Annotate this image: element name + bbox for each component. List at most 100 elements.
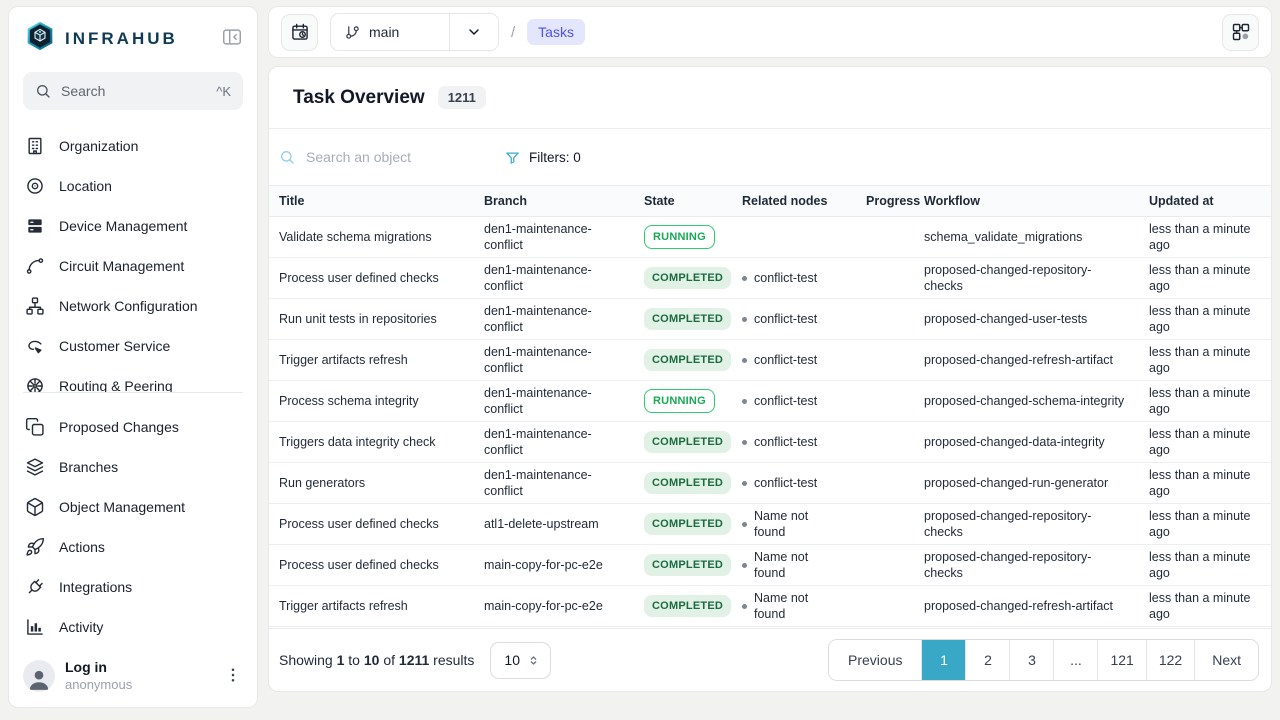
user-menu-button[interactable] — [223, 664, 243, 688]
page-1-button[interactable]: 1 — [922, 640, 967, 680]
login-label: Log in — [65, 659, 107, 676]
avatar — [23, 660, 55, 693]
task-state: RUNNING — [634, 385, 732, 417]
search-shortcut: ^K — [216, 83, 231, 99]
task-related-nodes: Name not found — [732, 586, 856, 626]
table-row[interactable]: Trigger artifacts refresh main-copy-for-… — [269, 586, 1271, 627]
filters-control[interactable]: Filters: 0 — [505, 150, 581, 165]
task-state: RUNNING — [634, 221, 732, 253]
task-title: Run generators — [279, 476, 366, 490]
table-row[interactable]: Process user defined checks atl1-delete-… — [269, 504, 1271, 545]
branch-selector[interactable]: main — [330, 13, 499, 51]
task-workflow: proposed-changed-refresh-artifact — [924, 599, 1113, 613]
workflow-graph-button[interactable] — [1222, 13, 1259, 51]
page-121-button[interactable]: 121 — [1098, 640, 1147, 680]
related-node-dot — [742, 357, 747, 363]
table-row[interactable]: Validate schema migrations den1-maintena… — [269, 217, 1271, 258]
task-overview-panel: Task Overview 1211 — [268, 66, 1272, 692]
page-122-button[interactable]: 122 — [1146, 640, 1196, 680]
proposed-changes-icon — [25, 417, 45, 437]
task-table-body: Validate schema migrations den1-maintena… — [269, 217, 1271, 627]
page-size-select[interactable]: 10 — [490, 641, 551, 679]
sidebar-item-organization[interactable]: Organization — [9, 126, 257, 166]
task-title: Validate schema migrations — [279, 230, 432, 244]
sidebar-item-actions[interactable]: Actions — [9, 527, 257, 567]
branch-name: main — [369, 24, 400, 40]
task-related-nodes: conflict-test — [732, 471, 856, 495]
object-search-input[interactable] — [304, 148, 474, 166]
table-row[interactable]: Process user defined checks main-copy-fo… — [269, 545, 1271, 586]
table-row[interactable]: Trigger artifacts refresh den1-maintenan… — [269, 340, 1271, 381]
object-search — [279, 148, 491, 166]
results-summary: Showing 1 to 10 of 1211 results — [279, 652, 475, 668]
sidebar-item-object-management[interactable]: Object Management — [9, 487, 257, 527]
table-row[interactable]: Run unit tests in repositories den1-main… — [269, 299, 1271, 340]
task-state: COMPLETED — [634, 427, 732, 457]
sidebar-item-integrations[interactable]: Integrations — [9, 567, 257, 607]
pagination: Previous 1 2 3... 121 122 Next — [828, 639, 1259, 681]
next-page-button[interactable]: Next — [1195, 640, 1258, 680]
integrations-icon — [25, 577, 45, 597]
task-progress — [856, 438, 914, 446]
table-row[interactable]: Process schema integrity den1-maintenanc… — [269, 381, 1271, 422]
actions-icon — [25, 537, 45, 557]
sidebar-item-location[interactable]: Location — [9, 166, 257, 206]
task-progress — [856, 315, 914, 323]
table-row[interactable]: Run generators den1-maintenance-conflict… — [269, 463, 1271, 504]
task-state: COMPLETED — [634, 304, 732, 334]
time-travel-button[interactable] — [281, 13, 318, 51]
object-management-icon — [25, 497, 45, 517]
table-footer: Showing 1 to 10 of 1211 results 10 — [269, 628, 1271, 691]
customer-service-icon — [25, 336, 45, 356]
sidebar-item-proposed-changes[interactable]: Proposed Changes — [9, 407, 257, 447]
task-branch: main-copy-for-pc-e2e — [484, 599, 603, 613]
task-count-badge: 1211 — [437, 86, 486, 109]
task-branch: den1-maintenance-conflict — [484, 345, 592, 375]
column-header-title: Title — [279, 194, 305, 208]
task-branch: den1-maintenance-conflict — [484, 304, 592, 334]
task-state: COMPLETED — [634, 468, 732, 498]
sidebar-item-network-configuration[interactable]: Network Configuration — [9, 286, 257, 326]
sidebar-item-circuit-management[interactable]: Circuit Management — [9, 246, 257, 286]
sidebar-search[interactable]: Search ^K — [23, 72, 243, 110]
related-node-dot — [742, 603, 747, 609]
sidebar-item-customer-service[interactable]: Customer Service — [9, 326, 257, 366]
sidebar-search-placeholder: Search — [61, 83, 106, 99]
sidebar-item-device-management[interactable]: Device Management — [9, 206, 257, 246]
task-branch: den1-maintenance-conflict — [484, 468, 592, 498]
circuit-icon — [25, 256, 45, 276]
sidebar-item-branches[interactable]: Branches — [9, 447, 257, 487]
state-badge: COMPLETED — [644, 471, 732, 495]
table-row[interactable]: Triggers data integrity check den1-maint… — [269, 422, 1271, 463]
task-workflow: proposed-changed-run-generator — [924, 476, 1109, 490]
task-updated-at: less than a minute ago — [1149, 591, 1251, 621]
task-related-nodes: conflict-test — [732, 389, 856, 413]
sidebar-collapse-button[interactable] — [219, 26, 245, 52]
page-ellipsis: ... — [1054, 640, 1099, 680]
task-state: COMPLETED — [634, 550, 732, 580]
brand-link[interactable]: INFRAHUB — [25, 21, 219, 56]
page-2-button[interactable]: 2 — [966, 640, 1011, 680]
state-badge: COMPLETED — [644, 348, 732, 372]
related-node-dot — [742, 316, 747, 322]
task-updated-at: less than a minute ago — [1149, 263, 1251, 293]
task-updated-at: less than a minute ago — [1149, 386, 1251, 416]
task-related-nodes: conflict-test — [732, 348, 856, 372]
page-3-button[interactable]: 3 — [1010, 640, 1055, 680]
table-row[interactable]: Process user defined checks den1-mainten… — [269, 258, 1271, 299]
task-branch: atl1-delete-upstream — [484, 517, 599, 531]
breadcrumb-tasks[interactable]: Tasks — [527, 19, 585, 45]
task-progress — [856, 356, 914, 364]
task-workflow: schema_validate_migrations — [924, 230, 1083, 244]
sidebar-item-activity[interactable]: Activity — [9, 607, 257, 647]
user-section[interactable]: Log in anonymous — [9, 647, 257, 707]
column-header-branch: Branch — [484, 194, 528, 208]
sidebar-divider — [23, 392, 243, 393]
previous-page-button[interactable]: Previous — [829, 640, 923, 680]
sidebar: INFRAHUB Search ^K Organization Location — [8, 6, 258, 708]
sidebar-header: INFRAHUB — [9, 7, 257, 66]
task-workflow: proposed-changed-repository-checks — [924, 550, 1092, 580]
table-toolbar: Filters: 0 — [269, 129, 1271, 185]
sidebar-item-routing-peering[interactable]: Routing & Peering — [9, 366, 257, 392]
git-branch-icon — [346, 25, 359, 39]
